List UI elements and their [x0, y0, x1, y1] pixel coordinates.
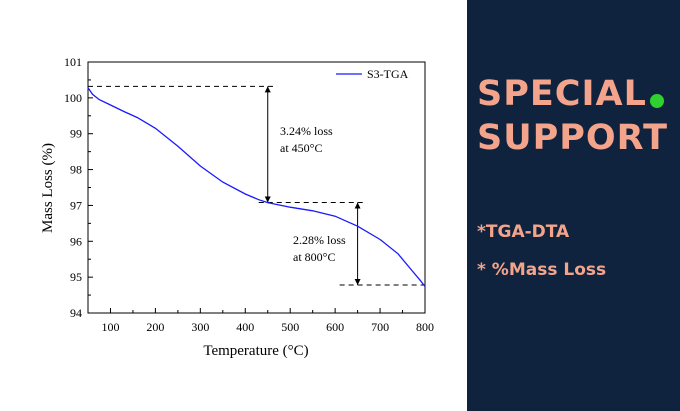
y-tick-label: 100 [64, 91, 82, 105]
tga-chart: 100 200 300 400 500 600 700 800 94 95 96 97 98 99 100 1… [40, 55, 434, 359]
legend-label: S3-TGA [367, 67, 409, 81]
green-dot-icon [650, 94, 664, 108]
annotation-2-line2: at 800°C [293, 250, 335, 264]
x-tick-label: 600 [326, 320, 344, 334]
headline-special: SPECIAL [477, 74, 647, 114]
bullet-tga-dta: *TGA-DTA [477, 222, 570, 242]
annotation-1-line2: at 450°C [280, 141, 322, 155]
x-tick-label: 200 [146, 320, 164, 334]
plot-frame [87, 61, 426, 314]
annotation-1-line1: 3.24% loss [280, 124, 333, 138]
x-tick-label: 500 [281, 320, 299, 334]
x-axis-label: Temperature (°C) [203, 343, 308, 359]
side-panel: SPECIAL SUPPORT *TGA-DTA * %Mass Loss [467, 0, 680, 411]
y-tick-label: 99 [70, 127, 82, 141]
series-line-s3-tga [87, 87, 426, 287]
x-tick-label: 300 [191, 320, 209, 334]
y-tick-label: 101 [64, 55, 82, 69]
x-tick-label: 700 [371, 320, 389, 334]
y-tick-label: 97 [70, 198, 82, 212]
chart-area: 100 200 300 400 500 600 700 800 94 95 96 97 98 99 100 1… [40, 55, 434, 359]
y-tick-label: 96 [70, 234, 82, 248]
x-tick-label: 400 [236, 320, 254, 334]
legend: S3-TGA [336, 67, 409, 81]
y-axis-label: Mass Loss (%) [40, 143, 56, 233]
annotation-guides [88, 85, 425, 286]
y-tick-label: 94 [70, 306, 82, 320]
axis-ticks: 100 200 300 400 500 600 700 800 94 95 96 97 98 99 100 1… [64, 55, 434, 334]
y-tick-label: 98 [70, 163, 82, 177]
x-tick-label: 100 [101, 320, 119, 334]
x-tick-label: 800 [416, 320, 434, 334]
y-tick-label: 95 [70, 270, 82, 284]
annotation-2-line1: 2.28% loss [293, 233, 346, 247]
bullet-mass-loss: * %Mass Loss [477, 260, 607, 280]
headline-support: SUPPORT [477, 118, 668, 158]
